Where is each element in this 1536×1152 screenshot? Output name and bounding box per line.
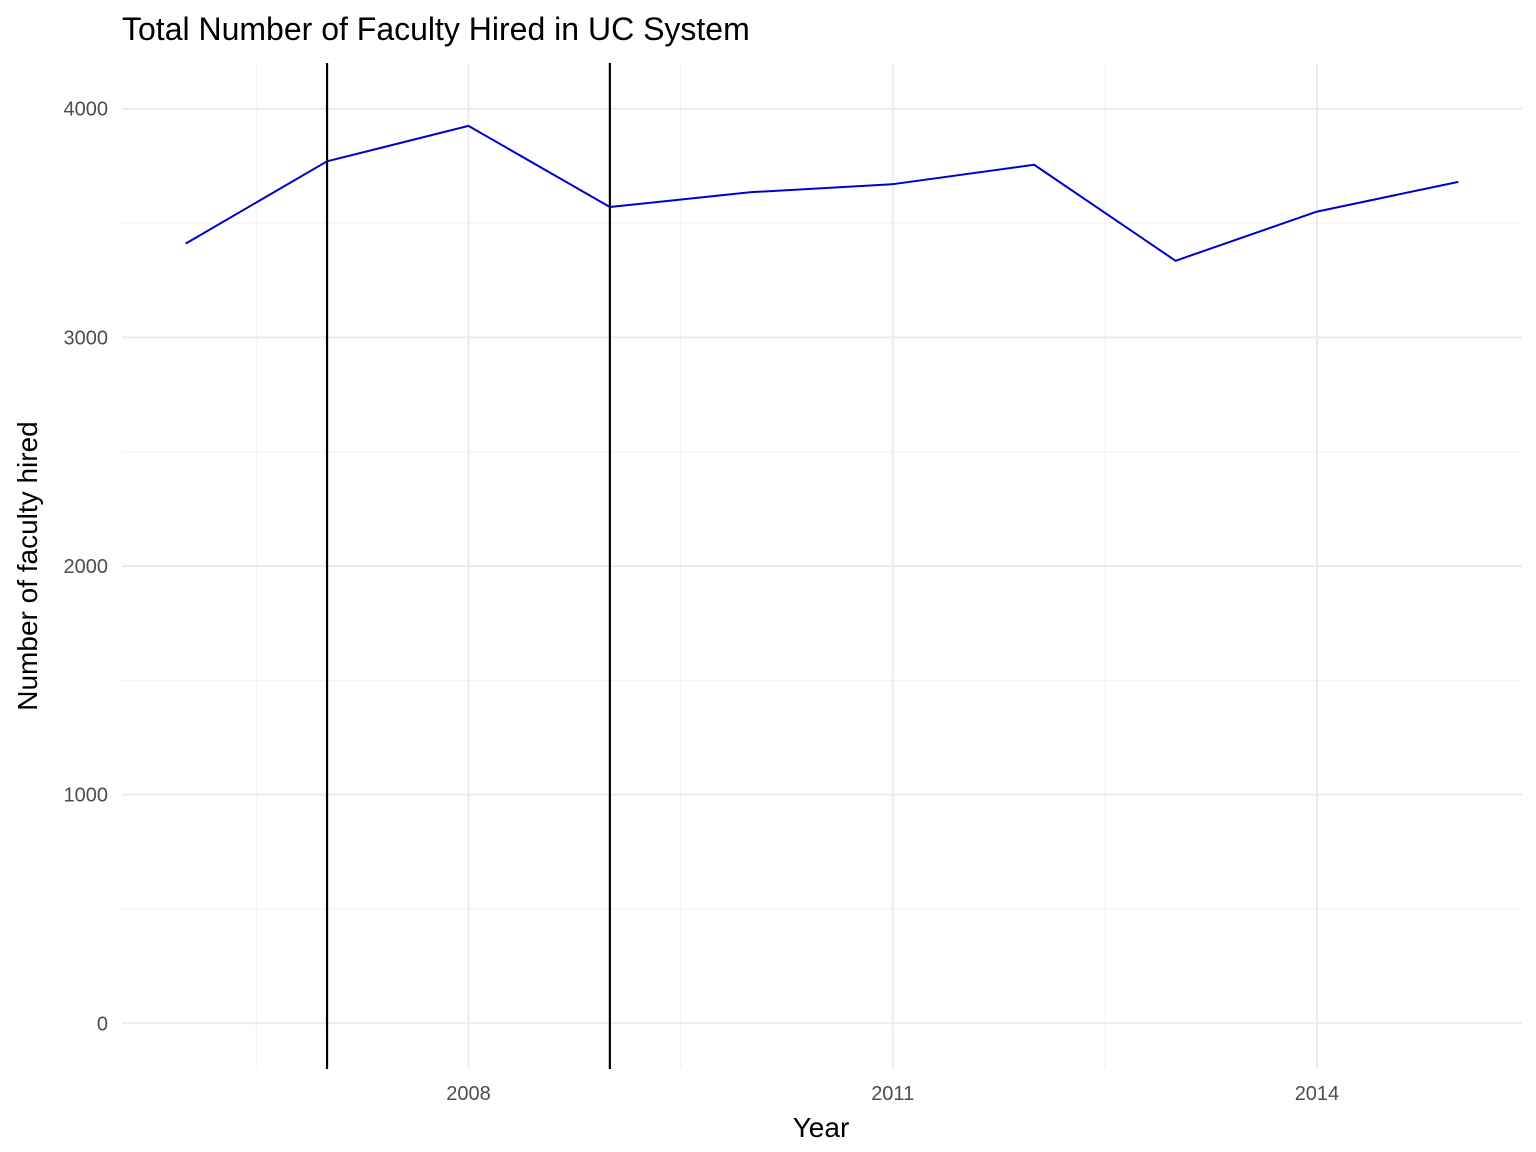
y-tick-label-3: 3000 [64,327,109,349]
x-tick-label-2: 2014 [1295,1083,1340,1105]
y-tick-label-2: 2000 [64,556,109,578]
x-axis-title: Year [793,1112,850,1143]
reference-lines [325,63,611,1069]
y-tick-label-1: 1000 [64,785,109,807]
x-tick-label-0: 2008 [446,1083,491,1105]
series-line-0 [185,124,1459,262]
major-gridlines [122,63,1522,1069]
chart-title: Total Number of Faculty Hired in UC Syst… [122,11,750,47]
x-tick-label-1: 2011 [871,1083,914,1105]
y-axis-title: Number of faculty hired [12,421,43,710]
y-axis-tick-labels: 0 1000 2000 3000 4000 [64,99,109,1036]
y-tick-label-4: 4000 [64,99,109,121]
data-series [185,124,1459,262]
x-axis-tick-labels: 2008 2011 2014 [446,1083,1339,1105]
y-tick-label-0: 0 [97,1013,108,1035]
